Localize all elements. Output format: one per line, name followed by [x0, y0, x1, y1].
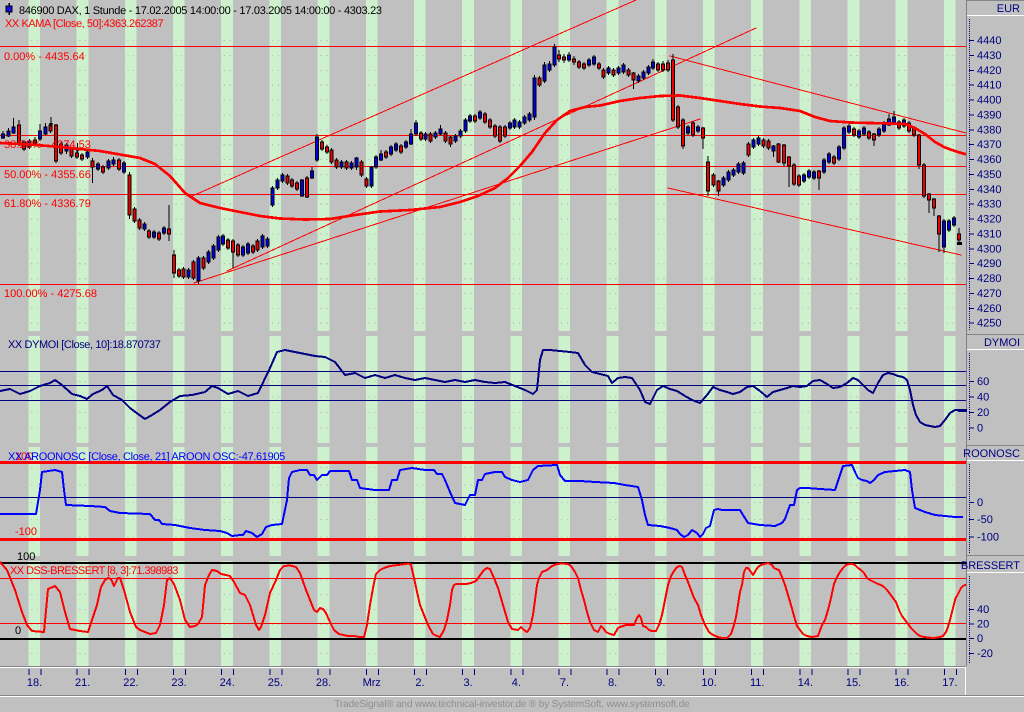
svg-text:61.80% - 4336.79: 61.80% - 4336.79	[4, 198, 91, 210]
svg-text:4360: 4360	[977, 154, 1001, 166]
svg-text:4310: 4310	[977, 228, 1001, 240]
svg-text:10.: 10.	[701, 677, 716, 689]
svg-text:4290: 4290	[977, 258, 1001, 270]
svg-text:4300: 4300	[977, 243, 1001, 255]
svg-text:21.: 21.	[75, 677, 90, 689]
svg-text:14.: 14.	[798, 677, 813, 689]
svg-text:TradeSignal® and www.technical: TradeSignal® and www.technical-investor.…	[334, 699, 690, 710]
svg-text:17.: 17.	[942, 677, 957, 689]
svg-text:50.00% - 4355.66: 50.00% - 4355.66	[4, 169, 91, 181]
svg-text:4.: 4.	[512, 677, 521, 689]
svg-text:23.: 23.	[171, 677, 186, 689]
svg-text:4320: 4320	[977, 214, 1001, 226]
svg-text:7.: 7.	[560, 677, 569, 689]
svg-text:-50: -50	[977, 514, 993, 526]
svg-text:16.: 16.	[894, 677, 909, 689]
svg-text:0: 0	[977, 633, 983, 645]
svg-text:4380: 4380	[977, 124, 1001, 136]
svg-text:0: 0	[977, 497, 983, 509]
svg-text:4280: 4280	[977, 273, 1001, 285]
svg-text:100: 100	[17, 551, 35, 563]
svg-text:XX KAMA [Close, 50]:4363.26238: XX KAMA [Close, 50]:4363.262387	[5, 18, 164, 30]
svg-text:4270: 4270	[977, 288, 1001, 300]
svg-text:4430: 4430	[977, 50, 1001, 62]
svg-text:60: 60	[977, 376, 989, 388]
svg-text:2.: 2.	[415, 677, 424, 689]
svg-text:40: 40	[977, 604, 989, 616]
svg-text:0: 0	[977, 423, 983, 435]
svg-text:28.: 28.	[316, 677, 331, 689]
svg-text:4330: 4330	[977, 199, 1001, 211]
svg-text:20: 20	[977, 619, 989, 631]
svg-text:XX DYMOI [Close, 10]:18.870737: XX DYMOI [Close, 10]:18.870737	[8, 339, 161, 351]
svg-text:24.: 24.	[220, 677, 235, 689]
svg-text:XX AROONOSC [Close, Close, 21]: XX AROONOSC [Close, Close, 21] AROON OSC…	[8, 451, 285, 463]
svg-text:3.: 3.	[464, 677, 473, 689]
svg-text:11.: 11.	[750, 677, 764, 689]
svg-text:-100: -100	[15, 526, 37, 538]
svg-text:4260: 4260	[977, 303, 1001, 315]
svg-text:Mrz: Mrz	[363, 677, 381, 689]
svg-text:4340: 4340	[977, 184, 1001, 196]
svg-text:20: 20	[977, 407, 989, 419]
svg-text:18.: 18.	[27, 677, 42, 689]
svg-text:0: 0	[15, 625, 21, 637]
svg-text:DYMOI: DYMOI	[984, 337, 1020, 349]
svg-text:4390: 4390	[977, 109, 1001, 121]
svg-text:4400: 4400	[977, 95, 1001, 107]
svg-text:4250: 4250	[977, 318, 1001, 330]
svg-text:100.00% - 4275.68: 100.00% - 4275.68	[4, 288, 97, 300]
svg-text:BRESSERT: BRESSERT	[961, 560, 1020, 572]
svg-text:-100: -100	[977, 532, 999, 544]
svg-text:100: 100	[15, 451, 33, 463]
svg-text:40: 40	[977, 392, 989, 404]
svg-text:XX DSS-BRESSERT [8, 3]:71.3989: XX DSS-BRESSERT [8, 3]:71.398983	[10, 565, 178, 577]
svg-text:EUR: EUR	[997, 3, 1020, 15]
svg-text:ROONOSC: ROONOSC	[963, 448, 1020, 460]
svg-text:8.: 8.	[608, 677, 617, 689]
svg-text:4440: 4440	[977, 35, 1001, 47]
svg-text:4420: 4420	[977, 65, 1001, 77]
svg-text:4370: 4370	[977, 139, 1001, 151]
svg-text:15.: 15.	[846, 677, 861, 689]
svg-text:4410: 4410	[977, 80, 1001, 92]
svg-text:0.00% - 4435.64: 0.00% - 4435.64	[4, 51, 85, 63]
svg-text:846900 DAX, 1 Stunde - 17.02.: 846900 DAX, 1 Stunde - 17.02.2005 14:00:…	[19, 5, 382, 17]
svg-text:22.: 22.	[123, 677, 138, 689]
svg-text:-20: -20	[977, 648, 993, 660]
svg-text:9.: 9.	[656, 677, 665, 689]
svg-text:25.: 25.	[268, 677, 283, 689]
svg-text:4350: 4350	[977, 169, 1001, 181]
